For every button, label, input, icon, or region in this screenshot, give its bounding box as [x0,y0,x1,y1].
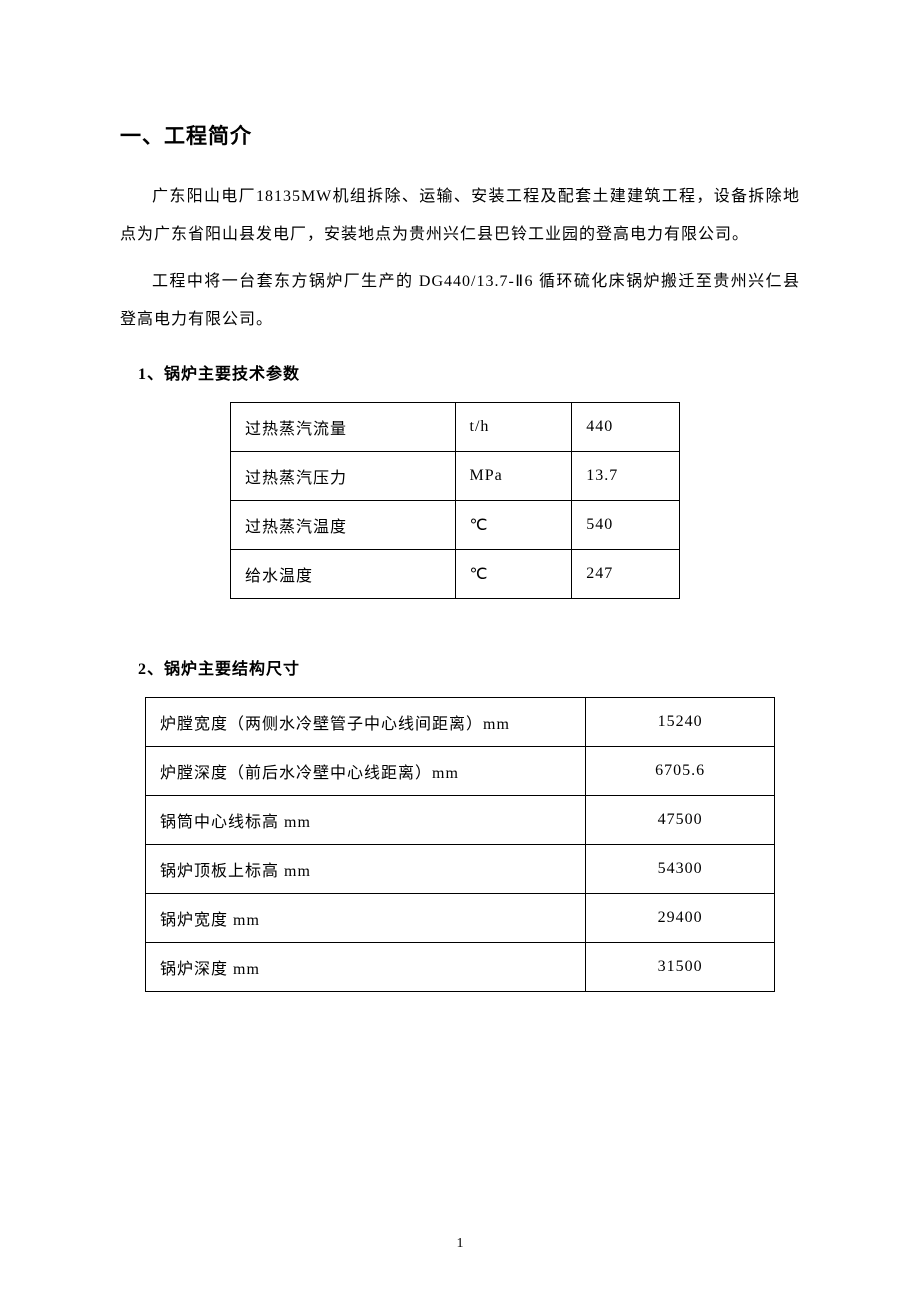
dim-value: 47500 [586,795,775,844]
table-row: 锅筒中心线标高 mm 47500 [146,795,775,844]
tech-params-table: 过热蒸汽流量 t/h 440 过热蒸汽压力 MPa 13.7 过热蒸汽温度 ℃ … [230,402,680,599]
table-row: 过热蒸汽压力 MPa 13.7 [231,451,680,500]
table-row: 过热蒸汽温度 ℃ 540 [231,500,680,549]
table-row: 炉膛宽度（两侧水冷壁管子中心线间距离）mm 15240 [146,697,775,746]
param-unit: MPa [455,451,572,500]
param-value: 440 [572,402,680,451]
dim-label: 炉膛深度（前后水冷壁中心线距离）mm [146,746,586,795]
intro-paragraph-1: 广东阳山电厂18135MW机组拆除、运输、安装工程及配套土建建筑工程，设备拆除地… [120,178,800,255]
dimensions-table: 炉膛宽度（两侧水冷壁管子中心线间距离）mm 15240 炉膛深度（前后水冷壁中心… [145,697,775,992]
param-value: 13.7 [572,451,680,500]
intro-paragraph-2: 工程中将一台套东方锅炉厂生产的 DG440/13.7-Ⅱ6 循环硫化床锅炉搬迁至… [120,263,800,340]
param-value: 540 [572,500,680,549]
table-row: 给水温度 ℃ 247 [231,549,680,598]
dimensions-table-wrap: 炉膛宽度（两侧水冷壁管子中心线间距离）mm 15240 炉膛深度（前后水冷壁中心… [120,697,800,992]
param-label: 过热蒸汽温度 [231,500,456,549]
dim-value: 31500 [586,942,775,991]
table-row: 过热蒸汽流量 t/h 440 [231,402,680,451]
section-heading: 一、工程简介 [120,120,800,150]
dim-label: 炉膛宽度（两侧水冷壁管子中心线间距离）mm [146,697,586,746]
tech-params-table-wrap: 过热蒸汽流量 t/h 440 过热蒸汽压力 MPa 13.7 过热蒸汽温度 ℃ … [120,402,800,599]
dim-label: 锅炉深度 mm [146,942,586,991]
dim-label: 锅筒中心线标高 mm [146,795,586,844]
dim-label: 锅炉顶板上标高 mm [146,844,586,893]
param-label: 过热蒸汽流量 [231,402,456,451]
dim-value: 54300 [586,844,775,893]
param-label: 过热蒸汽压力 [231,451,456,500]
page-number: 1 [0,1236,920,1252]
dim-value: 15240 [586,697,775,746]
dim-label: 锅炉宽度 mm [146,893,586,942]
subsection-heading-dimensions: 2、锅炉主要结构尺寸 [120,655,800,679]
dim-value: 6705.6 [586,746,775,795]
param-label: 给水温度 [231,549,456,598]
param-unit: t/h [455,402,572,451]
param-value: 247 [572,549,680,598]
subsection-heading-params: 1、锅炉主要技术参数 [120,360,800,384]
param-unit: ℃ [455,500,572,549]
table-row: 锅炉顶板上标高 mm 54300 [146,844,775,893]
dim-value: 29400 [586,893,775,942]
table-row: 锅炉深度 mm 31500 [146,942,775,991]
table-row: 炉膛深度（前后水冷壁中心线距离）mm 6705.6 [146,746,775,795]
table-row: 锅炉宽度 mm 29400 [146,893,775,942]
param-unit: ℃ [455,549,572,598]
